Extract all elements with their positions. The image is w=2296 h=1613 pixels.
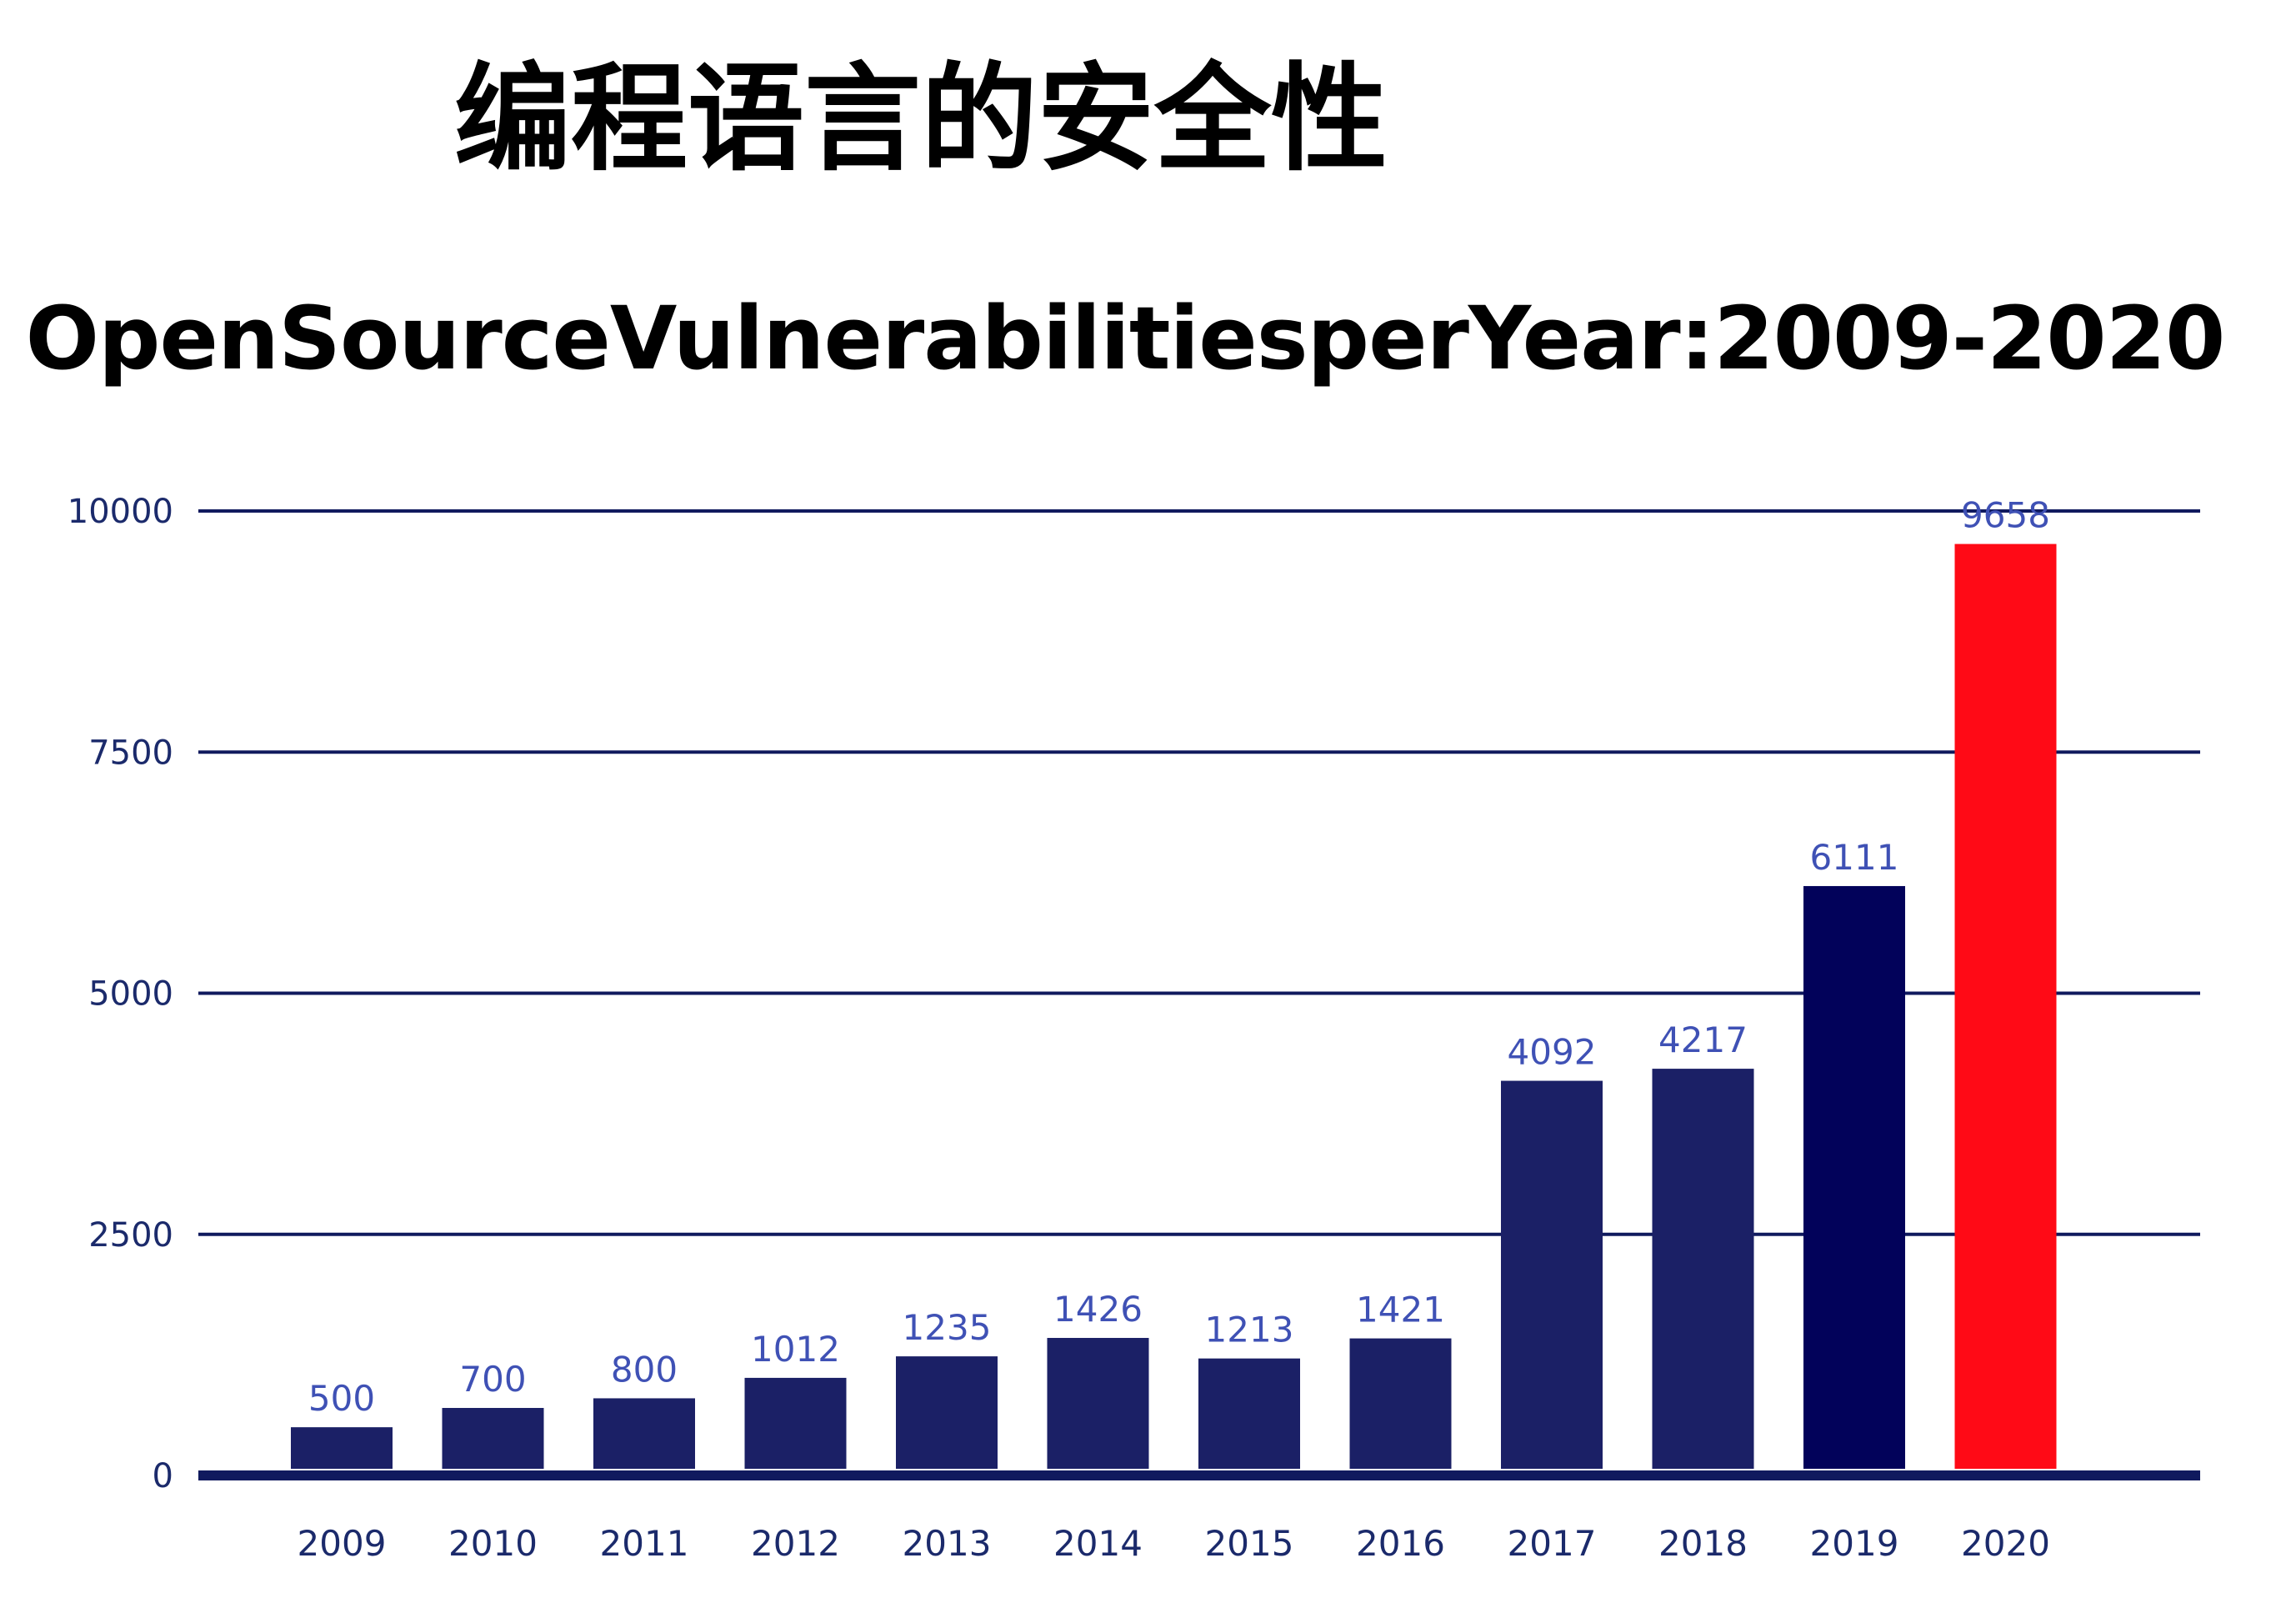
y-tick-label: 0 — [153, 1457, 173, 1495]
data-label-2019: 6111 — [1810, 837, 1899, 878]
x-tick-label-2020: 2020 — [1961, 1523, 2050, 1564]
data-label-2013: 1235 — [903, 1307, 992, 1348]
bars — [291, 544, 2057, 1470]
data-label-2016: 1421 — [1356, 1290, 1445, 1330]
y-axis-ticks: 0 2500 5000 7500 10000 — [68, 493, 173, 1495]
bar-2018 — [1652, 1069, 1754, 1469]
bar-2017 — [1501, 1080, 1603, 1469]
bar-2019 — [1803, 885, 1905, 1469]
x-axis-ticks: 2009 2010 2011 2012 2013 2014 2015 2016 2017 2018… — [298, 1523, 2050, 1564]
x-tick-label-2012: 2012 — [751, 1523, 840, 1564]
x-tick-label-2013: 2013 — [903, 1523, 992, 1564]
x-tick-label-2017: 2017 — [1508, 1523, 1597, 1564]
bar-2010 — [442, 1408, 544, 1469]
y-tick-label: 10000 — [68, 493, 173, 531]
data-label-2015: 1213 — [1205, 1310, 1294, 1350]
y-tick-label: 2500 — [88, 1216, 173, 1255]
data-label-2012: 1012 — [751, 1329, 840, 1370]
y-tick-label: 5000 — [88, 975, 173, 1014]
data-label-2009: 500 — [308, 1378, 375, 1419]
bar-2011 — [593, 1398, 695, 1469]
x-tick-label-2010: 2010 — [448, 1523, 538, 1564]
bar-2014 — [1047, 1338, 1149, 1469]
x-tick-label-2018: 2018 — [1658, 1523, 1748, 1564]
bar-2012 — [744, 1377, 847, 1469]
data-label-2014: 1426 — [1053, 1289, 1143, 1330]
chart-title: OpenSourceVulnerabilitiesperYear:2009-20… — [25, 288, 2226, 389]
data-label-2010: 700 — [459, 1359, 526, 1400]
x-tick-label-2009: 2009 — [298, 1523, 387, 1564]
page-title: 编程语言的安全性 — [453, 52, 1388, 188]
x-tick-label-2019: 2019 — [1810, 1523, 1899, 1564]
x-tick-label-2015: 2015 — [1205, 1523, 1294, 1564]
data-labels: 500 700 800 1012 1235 1426 1213 1421 4092 4217 611… — [308, 495, 2050, 1420]
x-tick-label-2014: 2014 — [1053, 1523, 1143, 1564]
bar-2015 — [1198, 1358, 1300, 1469]
data-label-2018: 4217 — [1658, 1019, 1748, 1060]
y-tick-label: 7500 — [88, 734, 173, 772]
x-tick-label-2011: 2011 — [600, 1523, 689, 1564]
bar-2020 — [1954, 544, 2057, 1470]
bar-2009 — [291, 1427, 393, 1469]
x-tick-label-2016: 2016 — [1356, 1523, 1445, 1564]
bar-2016 — [1349, 1338, 1452, 1469]
bar-2013 — [896, 1356, 998, 1469]
data-label-2011: 800 — [611, 1349, 678, 1390]
data-label-2017: 4092 — [1508, 1032, 1597, 1073]
data-label-2020: 9658 — [1961, 495, 2050, 536]
